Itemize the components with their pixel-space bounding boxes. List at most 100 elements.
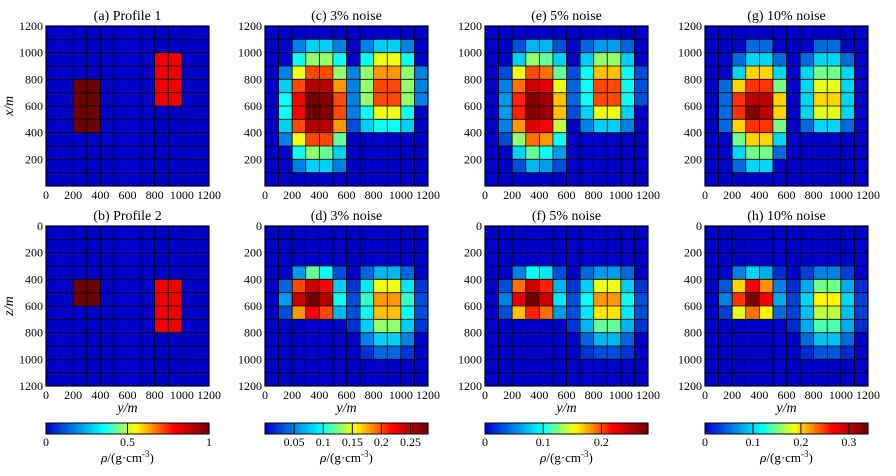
colorbar-segment	[568, 423, 572, 434]
heatmap-cell	[278, 346, 293, 360]
heatmap-cell	[593, 332, 608, 346]
heatmap-cell	[498, 252, 513, 266]
heatmap-cell	[305, 306, 320, 320]
heatmap-cell	[292, 279, 306, 293]
heatmap-cell	[292, 346, 306, 360]
heatmap-cell	[525, 372, 540, 386]
y-tick-label: 200	[244, 246, 262, 260]
heatmap-cell	[718, 79, 733, 93]
heatmap-cell	[512, 279, 526, 293]
colorbar-segment	[289, 423, 293, 434]
heatmap-cell	[813, 239, 828, 253]
heatmap-cell	[498, 319, 513, 333]
heatmap-cell	[732, 372, 746, 386]
panel-title: (f) 5% noise	[532, 209, 601, 224]
heatmap-cell	[59, 359, 74, 373]
heatmap-cell	[813, 359, 828, 373]
heatmap-cell	[86, 52, 101, 66]
heatmap-cell	[827, 92, 841, 106]
x-tick-label: 1200	[636, 388, 660, 402]
heatmap-cell	[745, 26, 760, 40]
heatmap-cell	[759, 66, 773, 80]
heatmap-cell	[59, 306, 74, 320]
heatmap-cell	[827, 372, 841, 386]
heatmap-cell	[552, 119, 567, 133]
heatmap-cell	[827, 359, 841, 373]
colorbar-segment	[493, 423, 496, 434]
heatmap-cell	[113, 172, 128, 186]
colorbar-segment	[487, 423, 490, 434]
heatmap-cell	[840, 52, 855, 66]
colorbar-segment	[117, 423, 120, 434]
heatmap-cell	[580, 119, 594, 133]
heatmap-cell	[745, 119, 760, 133]
heatmap-cell	[718, 372, 733, 386]
heatmap-cell	[414, 319, 428, 333]
x-tick-label: 1000	[170, 388, 194, 402]
heatmap-cell	[141, 372, 155, 386]
heatmap-cell	[332, 346, 347, 360]
heatmap-cell	[373, 172, 388, 186]
heatmap-cell	[485, 332, 499, 346]
heatmap-cell	[498, 39, 513, 53]
heatmap-cell	[593, 306, 608, 320]
heatmap-cell	[154, 279, 169, 293]
heatmap-cell	[305, 292, 320, 306]
colorbar-segment	[613, 423, 616, 434]
heatmap-cell	[539, 79, 553, 93]
y-tick-label: 200	[684, 152, 702, 166]
colorbar-segment	[639, 423, 643, 434]
heatmap-cell	[840, 319, 855, 333]
heatmap-cell	[141, 226, 155, 240]
colorbar-segment	[607, 423, 610, 434]
x-tick-label: 400	[750, 388, 768, 402]
heatmap-cell	[813, 372, 828, 386]
heatmap-cell	[772, 159, 787, 173]
colorbar-segment	[845, 423, 849, 434]
colorbar-segment	[340, 423, 344, 434]
heatmap-cell	[168, 106, 182, 120]
heatmap-cell	[400, 146, 415, 160]
heatmap-cell	[127, 279, 142, 293]
heatmap-cell	[800, 266, 814, 280]
heatmap-cell	[332, 79, 347, 93]
colorbar-segment	[829, 423, 832, 434]
heatmap-cell	[59, 146, 74, 160]
colorbar-segment	[149, 423, 153, 434]
heatmap-cell	[332, 359, 347, 373]
heatmap-cell	[593, 106, 608, 120]
heatmap-cell	[786, 359, 801, 373]
heatmap-cell	[539, 306, 553, 320]
heatmap-cell	[593, 292, 608, 306]
colorbar-segment	[588, 423, 592, 434]
colorbar-segment	[764, 423, 767, 434]
heatmap-cell	[525, 79, 540, 93]
heatmap-cell	[759, 252, 773, 266]
heatmap-cell	[800, 39, 814, 53]
heatmap-cell	[525, 319, 540, 333]
heatmap-cell	[634, 359, 648, 373]
heatmap-cell	[525, 306, 540, 320]
colorbar-segment	[178, 423, 182, 434]
heatmap-cell	[800, 306, 814, 320]
heatmap-cell	[705, 79, 719, 93]
heatmap-cell	[786, 39, 801, 53]
heatmap-cell	[566, 226, 581, 240]
colorbar-segment	[597, 423, 600, 434]
heatmap-cell	[854, 226, 868, 240]
colorbar-label-close: )	[589, 450, 593, 465]
heatmap-cell	[46, 306, 60, 320]
heatmap-cell	[566, 26, 581, 40]
heatmap-cell	[305, 146, 320, 160]
heatmap-cell	[854, 306, 868, 320]
heatmap-cell	[827, 66, 841, 80]
heatmap-cell	[305, 226, 320, 240]
colorbar-segment	[141, 423, 145, 434]
heatmap-cell	[195, 306, 209, 320]
heatmap-cell	[113, 332, 128, 346]
heatmap-cell	[840, 239, 855, 253]
colorbar-segment	[68, 423, 72, 434]
heatmap-cell	[373, 146, 388, 160]
colorbar-segment	[823, 423, 826, 434]
